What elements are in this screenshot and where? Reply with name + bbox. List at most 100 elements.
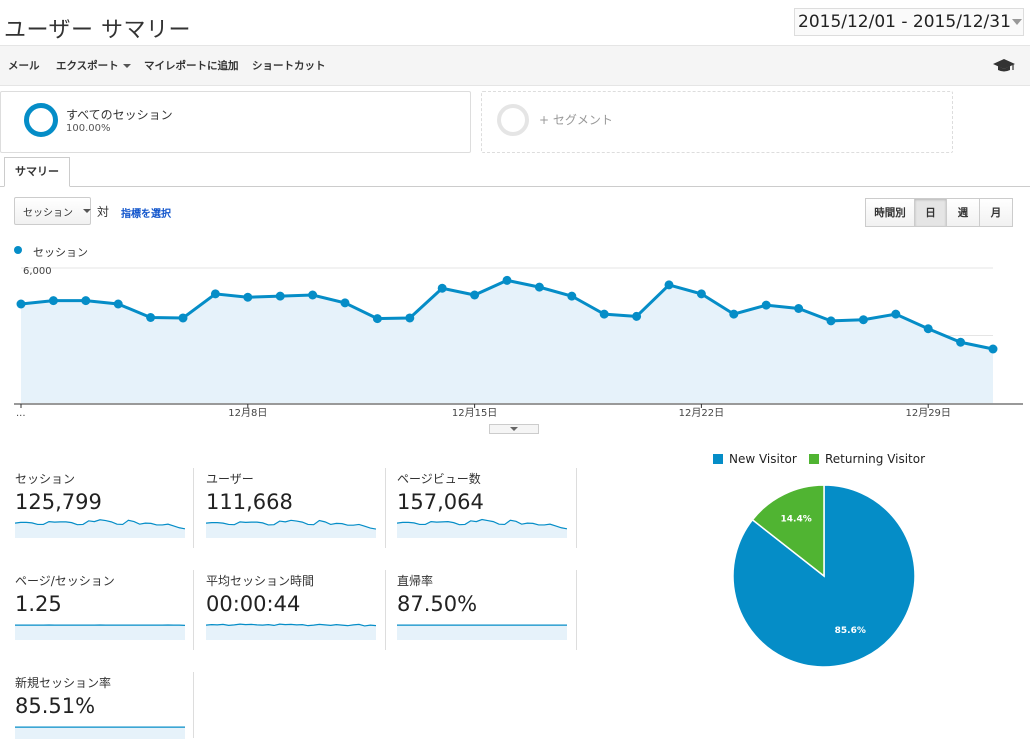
data-point[interactable] bbox=[210, 289, 220, 299]
caret-down-icon bbox=[83, 209, 91, 213]
card-divider bbox=[576, 570, 577, 650]
tab-summary[interactable]: サマリー bbox=[4, 157, 70, 187]
export-label: エクスポート bbox=[56, 60, 119, 72]
date-range-picker[interactable]: 2015/12/01 - 2015/12/31 bbox=[794, 8, 1024, 36]
data-point[interactable] bbox=[632, 311, 642, 321]
data-point[interactable] bbox=[826, 316, 836, 326]
collapse-chart-toggle[interactable] bbox=[489, 424, 539, 434]
date-range-text: 2015/12/01 - 2015/12/31 bbox=[798, 12, 1011, 32]
data-point[interactable] bbox=[81, 296, 91, 306]
data-point[interactable] bbox=[470, 290, 480, 300]
granularity-week[interactable]: 週 bbox=[946, 198, 980, 227]
data-point[interactable] bbox=[794, 304, 804, 313]
x-tick-label: ... bbox=[16, 408, 26, 419]
add-to-dashboard-button[interactable]: マイレポートに追加 bbox=[144, 60, 239, 72]
card-divider bbox=[576, 468, 577, 548]
tab-divider bbox=[0, 186, 1030, 187]
chart-legend-label: セッション bbox=[33, 246, 88, 259]
sparkline-area bbox=[206, 624, 376, 640]
metric-value: 00:00:44 bbox=[206, 592, 301, 616]
metric-sparkline bbox=[206, 623, 376, 640]
data-point[interactable] bbox=[923, 324, 933, 334]
data-point[interactable] bbox=[599, 309, 609, 319]
data-point[interactable] bbox=[16, 299, 26, 309]
granularity-month[interactable]: 月 bbox=[979, 198, 1013, 227]
pie-legend-returning-visitor[interactable]: Returning Visitor bbox=[809, 452, 925, 466]
y-tick-label: 6,000 bbox=[23, 266, 52, 277]
data-point[interactable] bbox=[502, 275, 512, 285]
x-tick-label: 12月29日 bbox=[905, 407, 950, 419]
sparkline-area bbox=[15, 519, 185, 538]
segment-percent: 100.00% bbox=[66, 123, 111, 134]
sparkline-line bbox=[397, 518, 567, 530]
data-point[interactable] bbox=[891, 309, 901, 319]
add-segment-button[interactable] bbox=[481, 91, 953, 153]
granularity-hourly[interactable]: 時間別 bbox=[865, 198, 915, 227]
legend-label: Returning Visitor bbox=[825, 452, 926, 466]
graduation-cap-icon[interactable] bbox=[992, 58, 1016, 74]
sparkline-area bbox=[15, 625, 185, 640]
data-point[interactable] bbox=[729, 309, 739, 319]
granularity-day[interactable]: 日 bbox=[914, 198, 947, 227]
data-point[interactable] bbox=[372, 314, 382, 324]
data-point[interactable] bbox=[275, 291, 285, 301]
email-button[interactable]: メール bbox=[8, 60, 40, 72]
sparkline-line bbox=[15, 519, 185, 530]
legend-swatch bbox=[809, 454, 819, 464]
metric-label: ページビュー数 bbox=[397, 472, 481, 486]
pie-legend-new-visitor[interactable]: New Visitor bbox=[713, 452, 797, 466]
metric-sparkline bbox=[397, 518, 567, 538]
card-divider bbox=[193, 570, 194, 650]
data-point[interactable] bbox=[340, 298, 350, 308]
legend-swatch bbox=[713, 454, 723, 464]
segment-donut-icon bbox=[24, 103, 58, 137]
data-point[interactable] bbox=[988, 344, 998, 354]
x-tick-label: 12月22日 bbox=[679, 407, 724, 419]
data-point[interactable] bbox=[243, 292, 253, 302]
data-point[interactable] bbox=[761, 300, 771, 310]
metric-select-value: セッション bbox=[23, 207, 73, 219]
metric-card-new-session-rate: 新規セッション率 85.51% bbox=[13, 672, 191, 739]
pie-slice[interactable] bbox=[751, 484, 825, 578]
sparkline-line bbox=[206, 519, 376, 530]
data-point[interactable] bbox=[178, 313, 188, 323]
pie-slice-label: 14.4% bbox=[781, 515, 812, 525]
empty-segment-icon bbox=[497, 104, 529, 136]
data-point[interactable] bbox=[308, 290, 318, 300]
metric-card-pages-per-session: ページ/セッション 1.25 bbox=[13, 570, 191, 660]
metric-label: 直帰率 bbox=[397, 574, 434, 588]
metric-value: 157,064 bbox=[397, 490, 484, 514]
segment-all-sessions[interactable] bbox=[0, 91, 471, 153]
data-point[interactable] bbox=[146, 313, 156, 322]
caret-down-icon bbox=[510, 427, 518, 431]
sparkline-area bbox=[397, 519, 567, 538]
legend-label: New Visitor bbox=[729, 452, 797, 466]
metric-value: 111,668 bbox=[206, 490, 293, 514]
shortcut-button[interactable]: ショートカット bbox=[252, 60, 326, 72]
metric-value: 125,799 bbox=[15, 490, 102, 514]
data-point[interactable] bbox=[405, 313, 415, 323]
legend-dot bbox=[14, 246, 22, 254]
vs-label: 対 bbox=[97, 205, 110, 219]
data-point[interactable] bbox=[48, 296, 58, 306]
metric-label: 新規セッション率 bbox=[15, 676, 112, 690]
metric-label: ユーザー bbox=[206, 472, 254, 486]
series-area bbox=[21, 280, 993, 403]
choose-metric-link[interactable]: 指標を選択 bbox=[121, 209, 171, 220]
chevron-down-icon[interactable] bbox=[1011, 19, 1023, 25]
export-button[interactable]: エクスポート bbox=[56, 58, 131, 73]
data-point[interactable] bbox=[534, 282, 544, 292]
metric-value: 87.50% bbox=[397, 592, 478, 616]
data-point[interactable] bbox=[696, 289, 706, 299]
metric-card-users: ユーザー 111,668 bbox=[204, 468, 382, 558]
data-point[interactable] bbox=[567, 291, 577, 301]
data-point[interactable] bbox=[437, 283, 447, 293]
data-point[interactable] bbox=[956, 337, 966, 347]
data-point[interactable] bbox=[664, 280, 674, 290]
metric-select[interactable]: セッション bbox=[14, 197, 91, 225]
data-point[interactable] bbox=[113, 299, 123, 309]
metric-card-bounce-rate: 直帰率 87.50% bbox=[395, 570, 573, 660]
data-point[interactable] bbox=[858, 315, 868, 325]
segment-name: すべてのセッション bbox=[66, 108, 173, 122]
card-divider bbox=[385, 570, 386, 650]
